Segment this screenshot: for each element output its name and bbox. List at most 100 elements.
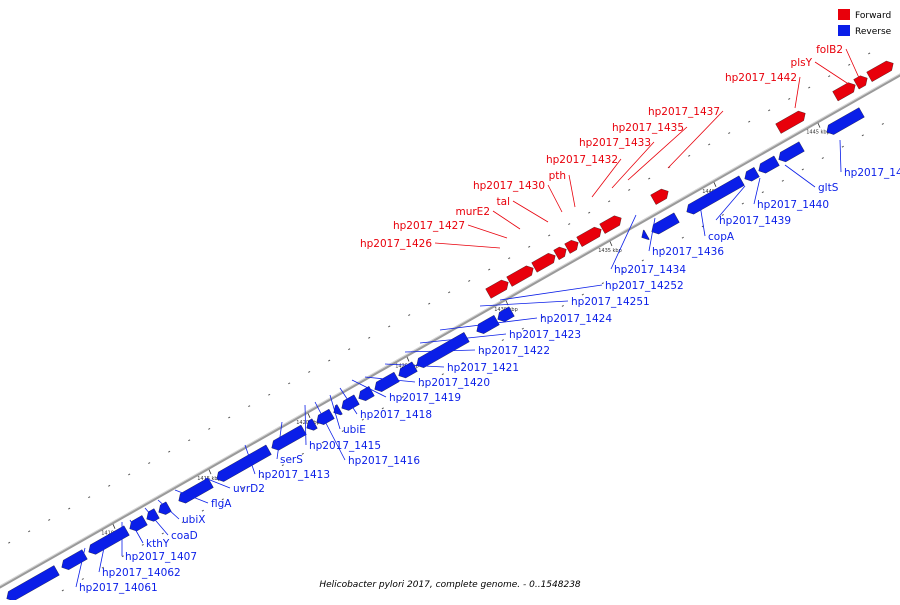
label-leader [204,477,231,489]
gene-label: hp2017_1443 [844,167,900,179]
label-leader [98,537,107,573]
label-leader [699,204,706,237]
forward-gene-arrow [775,110,806,134]
scale-dot [81,578,84,580]
gene-label: kthY [146,538,170,550]
scale-dot [841,145,844,148]
label-leader [839,139,842,173]
legend-forward-label: Forward [855,11,891,21]
scale-dot [201,509,204,512]
scale-dot [861,134,864,137]
scale-dot [261,475,264,478]
scale-dot [821,157,824,159]
forward-gene-arrow [485,279,509,299]
label-leader [512,200,549,223]
gene-label: tal [497,196,510,208]
scale-dot [308,371,311,373]
scale-dot [228,416,231,419]
label-leader [547,184,563,213]
reverse-gene-arrow [306,418,318,431]
gene-arrows [6,60,894,602]
scale-dot [108,484,111,487]
label-leader [339,387,358,415]
scale-dot [648,177,651,180]
label-leader [610,214,637,270]
reverse-gene-arrow [129,515,148,532]
backbone-line [0,73,900,589]
scale-dot [208,427,211,430]
tick-mark [609,241,613,247]
scale-dot [508,257,511,260]
scale-dot [441,373,444,376]
label-leader [75,547,86,588]
gene-label: hp2017_1416 [348,455,420,467]
scale-dot [348,348,351,351]
gene-label: murE2 [455,206,490,218]
reverse-gene-arrow [178,477,214,504]
reverse-gene-arrow [61,549,88,570]
label-leader [467,224,508,239]
gene-label: hp2017_14252 [605,280,684,292]
scale-dot [628,189,631,191]
gene-label: hp2017_1434 [614,264,686,276]
scale-dot [721,213,724,216]
scale-dot [48,518,51,521]
gene-label: hp2017_1413 [258,469,330,481]
gene-label: ubiX [182,514,205,526]
tick-mark [208,469,212,475]
scale-dot [121,555,124,558]
scale-dot [88,496,91,499]
scale-dot [408,314,411,317]
reverse-gene-arrow [651,212,680,235]
scale-dot [361,418,364,421]
scale-dot [781,179,784,182]
scale-dot [268,393,271,396]
scale-dot [881,122,884,125]
label-leader [314,401,346,461]
gene-label: hp2017_1407 [125,551,197,563]
scale-dot [448,291,451,294]
gene-label: folB2 [816,44,843,56]
label-leader [568,174,576,208]
label-leader [627,126,688,181]
label-leader [276,421,283,460]
scale-dot [221,498,224,501]
gene-label: hp2017_1430 [473,180,545,192]
gene-label: hp2017_1422 [478,345,550,357]
tick-mark [112,524,116,529]
gene-label: hp2017_1427 [393,220,465,232]
scale-dots [8,52,884,592]
gene-label: hp2017_1418 [360,409,432,421]
gene-label: hp2017_14251 [571,296,650,308]
forward-gene-arrow [866,60,894,82]
gene-label: hp2017_1419 [389,392,461,404]
reverse-gene-arrow [216,444,272,482]
forward-gene-arrow [832,82,856,102]
tick-label: 1435 kbp [598,248,622,254]
scale-dot [388,325,391,328]
reverse-gene-arrow [6,565,60,602]
forward-gene-arrow [506,265,534,287]
label-leader [144,507,169,536]
scale-dot [788,97,791,100]
label-leader [384,363,445,368]
reverse-gene-arrow [686,175,745,215]
scale-dot [601,282,604,285]
label-leader [479,300,569,307]
gene-label: plsY [791,57,813,69]
gene-label: hp2017_14062 [102,567,181,579]
scale-dot [341,430,344,433]
scale-dot [161,532,164,535]
gene-labels: hp2017_1426 hp2017_1427 murE2 tal hp2017_143… [79,44,900,594]
scale-dot [808,86,811,89]
label-leader [753,177,761,205]
label-leader [794,76,801,109]
gene-label: coaD [171,530,198,542]
reverse-gene-arrow [398,361,418,379]
reverse-gene-arrow [146,508,160,522]
scale-dot [728,132,731,134]
scale-dot [301,452,304,455]
